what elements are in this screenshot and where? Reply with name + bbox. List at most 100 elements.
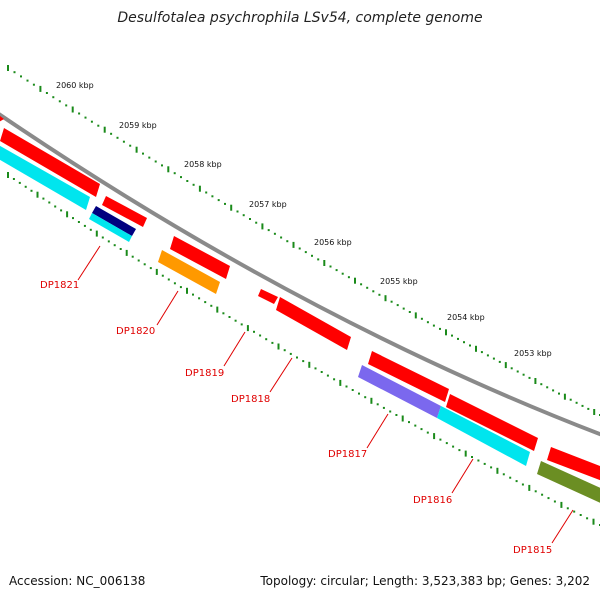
scale-minor-tick bbox=[351, 389, 354, 391]
scale-minor-tick bbox=[469, 344, 471, 347]
scale-minor-tick bbox=[502, 473, 505, 476]
tick-label-2055: 2055 kbp bbox=[380, 277, 418, 286]
gene-label-dp1821: DP1821 bbox=[40, 280, 79, 291]
scale-minor-tick bbox=[432, 324, 435, 327]
scale-minor-tick bbox=[492, 357, 495, 360]
scale-minor-tick bbox=[179, 286, 182, 289]
tick-label-2053: 2053 kbp bbox=[514, 349, 552, 358]
scale-minor-tick bbox=[13, 71, 16, 74]
scale-minor-tick bbox=[320, 371, 323, 373]
scale-minor-tick bbox=[249, 218, 251, 220]
scale-minor-tick bbox=[122, 140, 125, 143]
scale-major-tick bbox=[433, 433, 436, 440]
feature-cyan-small bbox=[89, 213, 132, 242]
scale-minor-tick bbox=[54, 205, 57, 208]
scale-minor-tick bbox=[110, 132, 113, 135]
scale-minor-tick bbox=[402, 307, 405, 310]
feature-track-group bbox=[0, 145, 600, 503]
scale-minor-tick bbox=[483, 462, 486, 465]
scale-minor-tick bbox=[296, 356, 298, 359]
scale-minor-tick bbox=[457, 337, 459, 340]
scale-minor-tick bbox=[113, 244, 116, 247]
scale-major-tick bbox=[39, 85, 42, 92]
scale-major-tick bbox=[36, 191, 39, 198]
scale-minor-tick bbox=[579, 514, 582, 516]
scale-minor-tick bbox=[58, 100, 61, 103]
scale-minor-tick bbox=[137, 259, 140, 262]
scale-minor-tick bbox=[77, 221, 80, 223]
scale-minor-tick bbox=[426, 321, 429, 324]
scale-minor-tick bbox=[242, 214, 245, 217]
leader-line bbox=[451, 458, 474, 494]
cds-block bbox=[102, 196, 147, 227]
scale-minor-tick bbox=[326, 374, 329, 377]
feature-cyan bbox=[0, 145, 90, 210]
scale-minor-tick bbox=[253, 330, 255, 333]
scale-major-tick bbox=[277, 343, 280, 350]
scale-minor-tick bbox=[439, 327, 441, 330]
scale-minor-tick bbox=[408, 311, 411, 313]
scale-minor-tick bbox=[333, 378, 336, 381]
scale-minor-tick bbox=[90, 120, 93, 123]
scale-minor-tick bbox=[581, 404, 584, 407]
scale-major-tick bbox=[103, 126, 106, 133]
scale-major-tick bbox=[475, 345, 477, 352]
cds-block bbox=[368, 351, 449, 402]
scale-minor-tick bbox=[516, 370, 519, 373]
feature-violet bbox=[358, 365, 441, 418]
cds-block bbox=[258, 289, 278, 304]
tick-label-2058: 2058 kbp bbox=[184, 160, 222, 169]
scale-minor-tick bbox=[26, 79, 29, 82]
outer-scale-dots bbox=[7, 65, 600, 416]
scale-minor-tick bbox=[317, 258, 320, 261]
scale-minor-tick bbox=[192, 183, 195, 186]
scale-major-tick bbox=[384, 295, 387, 302]
scale-minor-tick bbox=[575, 401, 578, 404]
scale-minor-tick bbox=[382, 406, 385, 409]
scale-major-tick bbox=[339, 379, 342, 386]
scale-major-tick bbox=[246, 325, 249, 332]
scale-minor-tick bbox=[304, 251, 307, 254]
tick-label-2057: 2057 kbp bbox=[249, 200, 287, 209]
scale-minor-tick bbox=[486, 354, 489, 357]
gene-label-dp1816: DP1816 bbox=[413, 495, 452, 506]
scale-minor-tick bbox=[267, 229, 270, 232]
scale-minor-tick bbox=[498, 360, 501, 363]
scale-minor-tick bbox=[534, 490, 537, 493]
scale-minor-tick bbox=[335, 269, 338, 272]
scale-minor-tick bbox=[477, 459, 480, 462]
scale-minor-tick bbox=[280, 236, 283, 239]
scale-minor-tick bbox=[173, 172, 176, 175]
accession-text: Accession: NC_006138 bbox=[9, 574, 146, 588]
scale-minor-tick bbox=[167, 278, 170, 281]
scale-minor-tick bbox=[161, 164, 163, 167]
scale-minor-tick bbox=[569, 398, 572, 401]
scale-major-tick bbox=[167, 166, 170, 173]
scale-major-tick bbox=[323, 260, 326, 266]
scale-major-tick bbox=[592, 518, 595, 525]
scale-minor-tick bbox=[366, 286, 369, 289]
scale-minor-tick bbox=[222, 312, 225, 315]
feature-navy bbox=[92, 206, 136, 236]
scale-minor-tick bbox=[510, 367, 513, 370]
scale-minor-tick bbox=[347, 276, 350, 279]
scale-minor-tick bbox=[389, 410, 392, 413]
scale-major-tick bbox=[230, 204, 233, 211]
scale-minor-tick bbox=[298, 247, 301, 250]
scale-minor-tick bbox=[192, 293, 194, 296]
scale-minor-tick bbox=[586, 517, 589, 520]
scale-minor-tick bbox=[265, 338, 268, 341]
scale-minor-tick bbox=[358, 392, 360, 395]
scale-minor-tick bbox=[329, 265, 332, 268]
scale-major-tick bbox=[155, 268, 158, 275]
scale-minor-tick bbox=[376, 403, 379, 406]
scale-major-tick bbox=[66, 211, 69, 218]
scale-minor-tick bbox=[30, 189, 33, 192]
scale-minor-tick bbox=[89, 228, 92, 231]
leader-line bbox=[551, 509, 574, 544]
scale-minor-tick bbox=[72, 217, 74, 220]
scale-major-tick bbox=[370, 397, 373, 404]
scale-minor-tick bbox=[420, 317, 423, 320]
scale-minor-tick bbox=[360, 283, 363, 286]
scale-minor-tick bbox=[439, 438, 442, 441]
